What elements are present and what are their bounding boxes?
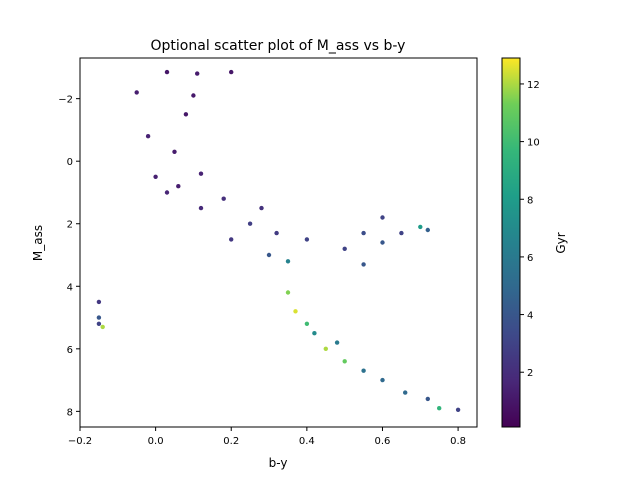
scatter-point	[247, 221, 253, 226]
scatter-point	[221, 196, 226, 201]
scatter-point	[403, 390, 408, 395]
colorbar-tick-label: 4	[527, 311, 533, 322]
scatter-point	[274, 230, 279, 236]
scatter-point	[229, 69, 234, 75]
scatter-point	[380, 240, 385, 245]
scatter-point	[304, 321, 310, 326]
scatter-point	[418, 224, 423, 230]
scatter-point	[361, 368, 366, 373]
scatter-point	[380, 215, 385, 220]
scatter-point	[164, 69, 170, 75]
scatter-point	[153, 174, 158, 179]
colorbar-tick-label: 2	[527, 368, 533, 379]
colorbar-tick-label: 6	[527, 253, 533, 264]
x-axis: −0.2 0.0 0.2 0.4 0.6 0.8	[68, 427, 466, 447]
x-tick-label: 0.8	[450, 436, 466, 447]
scatter-point	[195, 71, 200, 76]
scatter-point	[455, 407, 461, 412]
x-tick-label: 0.2	[223, 436, 239, 447]
x-tick-label: 0.4	[299, 436, 315, 447]
colorbar-tick-label: 10	[527, 138, 540, 149]
scatter-point	[172, 149, 177, 154]
scatter-point	[100, 324, 105, 330]
colorbar-tick-label: 12	[527, 80, 540, 91]
scatter-point	[285, 290, 291, 295]
scatter-point	[285, 259, 291, 264]
scatter-points	[96, 69, 461, 412]
scatter-point	[304, 237, 310, 242]
scatter-point	[293, 309, 298, 314]
scatter-point	[361, 262, 366, 267]
scatter-point	[425, 227, 430, 233]
scatter-point	[164, 190, 170, 195]
scatter-point	[96, 321, 102, 326]
scatter-point	[259, 205, 264, 211]
y-tick-label: 6	[67, 345, 73, 356]
x-tick-label: 0.6	[375, 436, 391, 447]
scatter-point	[425, 396, 430, 402]
y-tick-label: 4	[67, 282, 73, 293]
chart-title: Optional scatter plot of M_ass vs b-y	[151, 38, 406, 54]
x-tick-label: 0.0	[148, 436, 164, 447]
scatter-point	[323, 346, 328, 351]
x-axis-label: b-y	[269, 456, 288, 470]
scatter-point	[399, 230, 404, 236]
y-tick-label: 0	[67, 157, 73, 168]
scatter-point	[176, 184, 181, 189]
scatter-point	[96, 299, 102, 305]
colorbar	[501, 57, 521, 428]
scatter-point	[361, 230, 366, 236]
scatter-point	[145, 134, 151, 139]
scatter-point	[380, 377, 385, 383]
x-tick-label: −0.2	[68, 436, 92, 447]
scatter-point	[266, 252, 272, 258]
scatter-point	[342, 246, 347, 251]
scatter-point	[191, 93, 196, 98]
scatter-point	[437, 406, 442, 411]
scatter-point	[342, 359, 347, 364]
scatter-point	[134, 90, 139, 95]
y-axis-label: M_ass	[31, 225, 45, 261]
y-tick-label: 8	[67, 407, 73, 418]
scatter-point	[334, 340, 340, 345]
colorbar-label: Gyr	[554, 232, 568, 253]
scatter-point	[183, 112, 189, 117]
scatter-point	[198, 171, 204, 176]
plot-frame	[79, 57, 478, 428]
scatter-point	[312, 331, 317, 336]
y-tick-label: −2	[58, 95, 73, 106]
colorbar-ticks: 2 4 6 8 10 12	[520, 80, 540, 379]
colorbar-tick-label: 8	[527, 195, 533, 206]
y-tick-label: 2	[67, 220, 73, 231]
scatter-point	[198, 205, 204, 211]
scatter-point	[96, 315, 102, 320]
y-axis: −2 0 2 4 6 8	[58, 95, 80, 418]
scatter-point	[229, 237, 234, 242]
